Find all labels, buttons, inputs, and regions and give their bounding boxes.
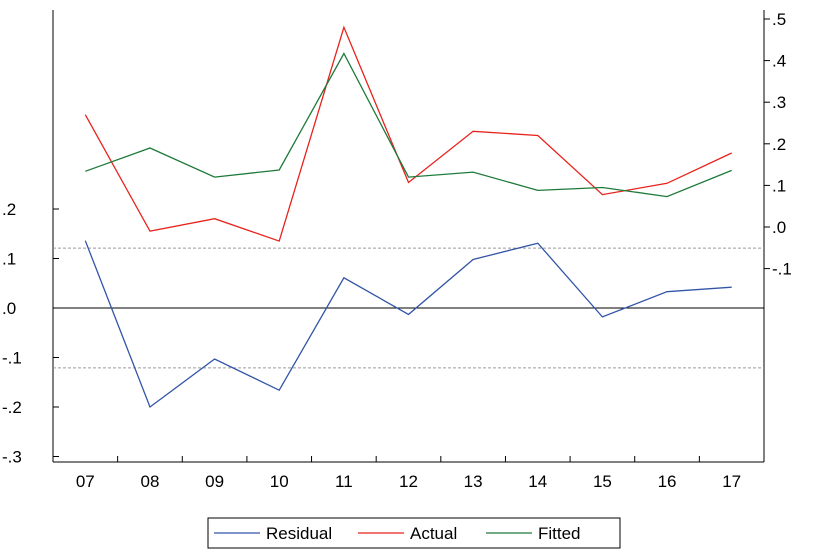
x-tick-label: 08 (140, 472, 159, 491)
x-tick-label: 14 (528, 472, 547, 491)
series-lines (84, 25, 732, 409)
right-tick-label: .4 (772, 52, 786, 71)
left-tick-label: -.2 (2, 398, 22, 417)
x-tick-label: 09 (205, 472, 224, 491)
legend-box (207, 517, 621, 549)
legend-label-residual: Residual (266, 524, 332, 543)
x-tick-label: 17 (722, 472, 741, 491)
series-line-fitted (85, 52, 732, 198)
legend: Residual Actual Fitted (207, 517, 621, 549)
right-tick-label: .1 (772, 176, 786, 195)
series-line-actual (84, 25, 732, 242)
left-tick-label: .2 (2, 200, 16, 219)
series-line-residual (84, 240, 732, 409)
plot-frame (52, 10, 765, 463)
x-tick-label: 10 (270, 472, 289, 491)
x-tick-label: 07 (76, 472, 95, 491)
left-tick-label: .1 (2, 250, 16, 269)
left-tick-label: -.3 (2, 448, 22, 467)
right-axis: .5 .4 .3 .2 .1 .0 -.1 (764, 10, 792, 279)
legend-label-actual: Actual (410, 524, 457, 543)
left-axis: .2 .1 .0 -.1 -.2 -.3 (2, 200, 59, 467)
right-tick-label: -.1 (772, 260, 792, 279)
x-tick-label: 13 (464, 472, 483, 491)
right-tick-label: .2 (772, 135, 786, 154)
legend-label-fitted: Fitted (538, 524, 581, 543)
right-tick-label: .0 (772, 218, 786, 237)
right-tick-label: .3 (772, 93, 786, 112)
x-tick-label: 11 (335, 472, 353, 491)
x-axis: 07 08 09 10 11 12 13 14 15 16 17 (76, 456, 741, 491)
left-tick-label: -.1 (2, 349, 22, 368)
x-tick-label: 16 (658, 472, 677, 491)
x-tick-label: 12 (399, 472, 418, 491)
left-tick-label: .0 (2, 299, 16, 318)
right-tick-label: .5 (772, 10, 786, 29)
reference-lines (53, 247, 764, 369)
x-tick-label: 15 (593, 472, 612, 491)
